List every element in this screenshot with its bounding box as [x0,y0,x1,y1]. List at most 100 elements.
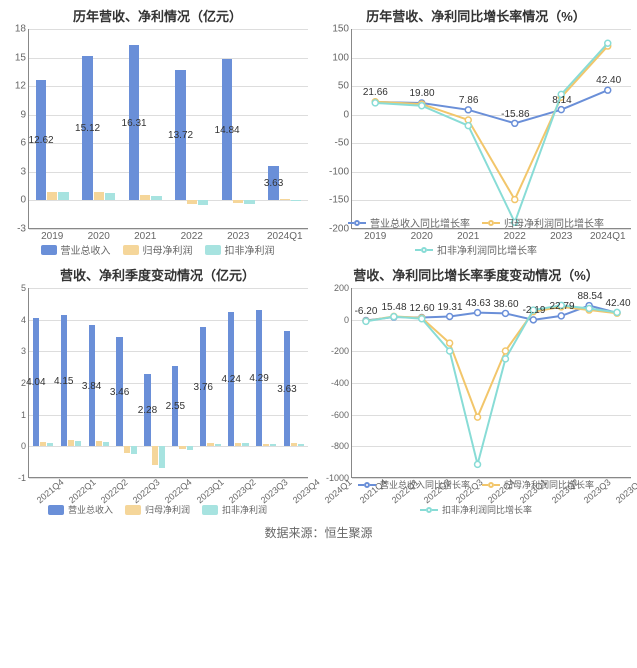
y-tick-label: -100 [329,166,352,177]
bar [94,192,104,200]
legend-swatch [123,245,139,255]
line-marker [605,40,611,46]
chart-title: 历年营收、净利情况（亿元） [6,6,309,25]
line-marker [475,310,481,316]
line-marker [419,316,425,322]
plot-area: -200-150-100-5005010015021.6619.807.86-1… [351,29,631,229]
bar [103,442,109,447]
legend-item: 营业总收入同比增长率 [348,215,470,230]
legend-label: 归母净利润同比增长率 [504,215,604,230]
bar [140,195,150,201]
y-tick-label: 15 [15,52,29,63]
bar [105,193,115,201]
legend-label: 归母净利润同比增长率 [504,478,594,491]
bar [187,200,197,204]
y-tick-label: 100 [332,52,352,63]
legend-swatch [420,507,438,513]
legend-swatch [415,247,433,253]
bar-value-label: 4.29 [249,373,268,384]
line-series [366,307,617,417]
y-tick-label: -200 [331,346,352,356]
point-value-label: 22.79 [549,301,574,312]
point-value-label: 7.86 [459,95,478,106]
quarterly-growth-panel: 营收、净利同比增长率季度变动情况（%） -1000-800-600-400-200… [315,259,637,518]
point-value-label: -15.86 [501,109,529,120]
bar-value-label: 3.63 [277,384,296,395]
point-value-label: 19.31 [437,302,462,313]
point-value-label: -6.20 [355,306,378,317]
plot-area: -10123454.044.153.843.462.282.553.764.24… [28,288,308,478]
bar [58,192,68,200]
bar [244,200,254,203]
plot-area: -1000-800-600-400-2000200-6.2015.4812.60… [351,288,631,478]
legend-item: 归母净利润 [125,503,190,516]
line-marker [502,356,508,362]
y-tick-label: -600 [331,410,352,420]
legend-label: 扣非净利润同比增长率 [442,503,532,516]
line-marker [558,313,564,319]
line-marker [614,309,620,315]
bar-value-label: 4.04 [26,377,45,388]
bar [152,446,158,465]
x-tick-label: 2023 [215,228,262,242]
legend-label: 归母净利润 [145,503,190,516]
bar [242,443,248,446]
bar-value-label: 4.24 [221,374,240,385]
legend-label: 扣非净利润 [222,503,267,516]
line-marker [512,197,518,203]
legend-label: 归母净利润 [143,242,193,257]
point-value-label: 43.63 [465,298,490,309]
quarterly-bar-panel: 营收、净利季度变动情况（亿元）-10123454.044.153.843.462… [0,259,315,518]
legend-swatch [482,220,500,226]
legend-swatch [41,245,57,255]
bar [198,200,208,205]
bar [187,446,193,450]
chart-title: 营收、净利同比增长率季度变动情况（%） [321,265,631,284]
legend-swatch [482,482,500,488]
legend-item: 扣非净利润 [205,242,275,257]
legend-item: 扣非净利润同比增长率 [420,503,532,516]
x-tick-label: 2022Q2 [97,475,130,506]
line-marker [447,348,453,354]
bar [235,443,241,447]
legend-swatch [358,482,376,488]
y-tick-label: 0 [20,195,29,206]
x-tick-label: 2023Q3 [257,475,290,506]
legend-item: 归母净利润 [123,242,193,257]
bar [40,442,46,447]
y-tick-label: 200 [334,283,352,293]
bar [215,444,221,447]
bar [68,440,74,446]
line-marker [558,107,564,113]
annual-growth-panel: 历年营收、净利同比增长率情况（%）-200-150-100-5005010015… [315,0,637,259]
point-value-label: 12.60 [409,303,434,314]
bar-value-label: 4.15 [54,376,73,387]
legend: 营业总收入 归母净利润 扣非净利润 [0,503,315,516]
point-value-label: 8.14 [552,95,571,106]
data-source: 数据来源：恒生聚源 [0,518,637,551]
bar [131,446,137,454]
y-tick-label: 0 [343,109,352,120]
legend-item: 扣非净利润同比增长率 [415,242,537,257]
annual-bar-panel: 历年营收、净利情况（亿元）-3036912151812.6215.1216.31… [0,0,315,259]
bar [124,446,130,452]
point-value-label: 42.40 [605,298,630,309]
point-value-label: 42.40 [596,75,621,86]
bar [179,446,185,449]
legend-item: 营业总收入 [48,503,113,516]
legend-label: 营业总收入同比增长率 [370,215,470,230]
x-tick-label: 2024Q1 [262,228,309,242]
line-marker [447,313,453,319]
bar-value-label: 2.28 [138,405,157,416]
legend: 营业总收入同比增长率 归母净利润同比增长率扣非净利润同比增长率 [315,478,637,516]
bar-value-label: 3.76 [194,382,213,393]
bar [75,441,81,447]
legend-item: 归母净利润同比增长率 [482,478,594,491]
line-marker [502,310,508,316]
bar-value-label: 12.62 [29,135,54,146]
line-marker [391,314,397,320]
bar-value-label: 3.46 [110,387,129,398]
legend-item: 营业总收入同比增长率 [358,478,470,491]
line-marker [502,348,508,354]
x-tick-label: 2020 [76,228,123,242]
